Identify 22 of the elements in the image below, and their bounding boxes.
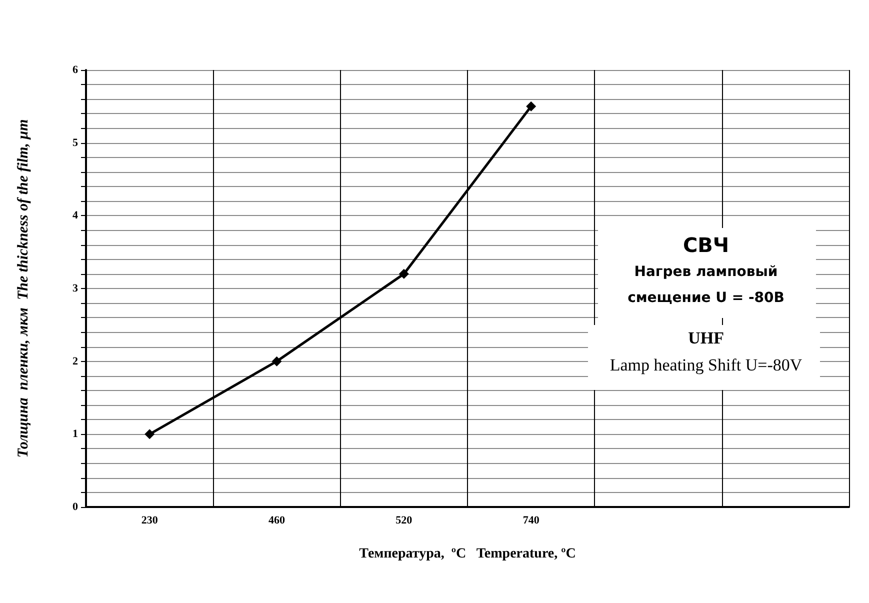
x-axis-title: Температура, ºC Temperature, ºC	[359, 546, 576, 562]
y-tick-label: 5	[72, 136, 78, 149]
annotation: Lamp heating Shift U=-80V	[610, 356, 803, 374]
y-tick-label: 6	[72, 64, 78, 76]
point	[398, 268, 409, 279]
x-tick-label: 740	[522, 514, 540, 526]
y-axis-title: Толщина пленки, мкм The thickness of the film, μm	[16, 119, 32, 458]
annotation: смещение U = -80В	[628, 290, 784, 306]
x-tick-label: 460	[268, 514, 286, 526]
y-tick-label: 2	[72, 355, 78, 368]
y-tick-label: 3	[72, 282, 78, 294]
x-tick-label: 520	[396, 514, 413, 526]
point	[526, 101, 536, 112]
annotation: Нагрев ламповый	[634, 264, 778, 280]
point	[272, 356, 282, 366]
x-tick-label: 230	[141, 514, 158, 526]
y-tick-label: 1	[72, 428, 78, 440]
point	[144, 429, 155, 440]
y-tick-label: 0	[72, 501, 78, 513]
annotation: UHF	[688, 328, 724, 348]
annotation: СВЧ	[682, 233, 730, 257]
y-tick-label: 4	[72, 210, 78, 222]
